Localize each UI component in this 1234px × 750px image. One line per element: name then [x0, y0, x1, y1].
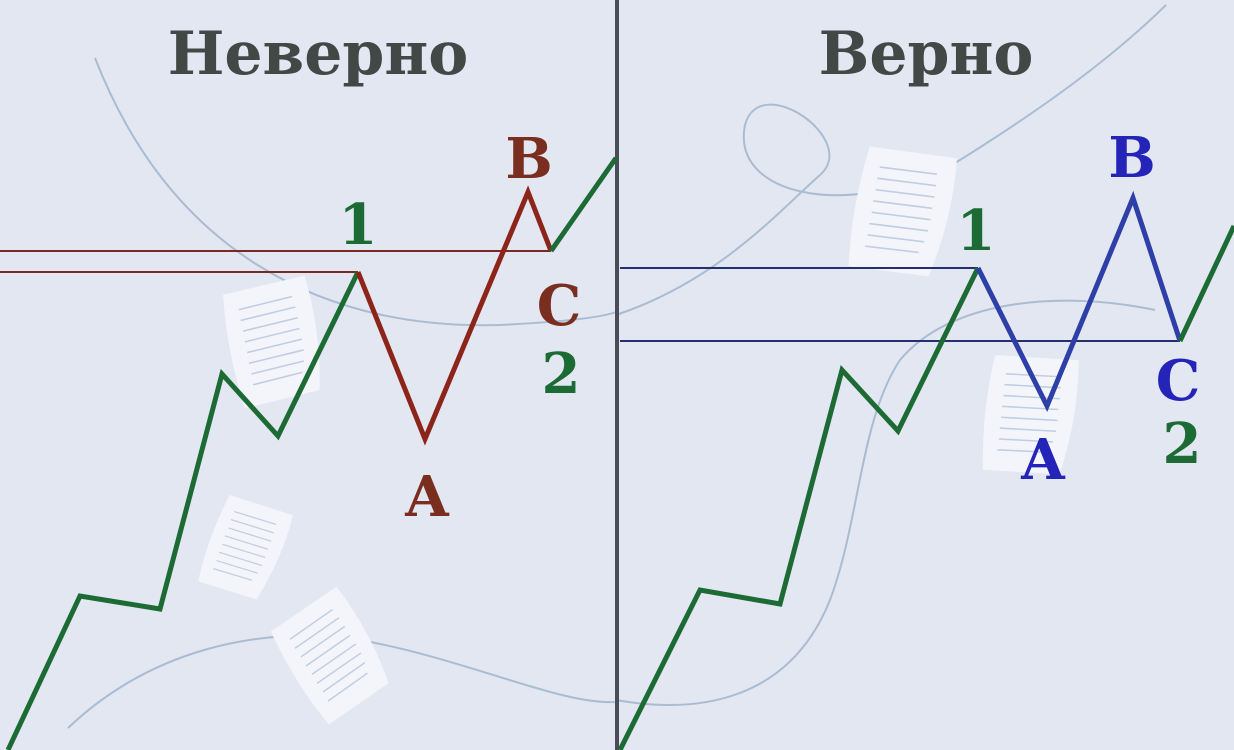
- continuation-line-right: [1177, 224, 1234, 343]
- label-wrong-wave-2: 2: [542, 341, 581, 407]
- label-right-wave-b: B: [1108, 125, 1155, 191]
- panel-wrong: Неверно 1 B C 2 A: [0, 19, 619, 750]
- correction-line-wrong: [355, 185, 554, 446]
- label-wrong-wave-1: 1: [339, 192, 378, 258]
- decor-curve-right-top: [615, 4, 1167, 316]
- label-right-wave-2: 2: [1163, 411, 1202, 477]
- label-right-wave-c: C: [1156, 348, 1201, 414]
- label-right-wave-a: A: [1020, 427, 1066, 493]
- panel-wrong-title: Неверно: [168, 19, 469, 89]
- panel-right: Верно 1 B A C 2: [617, 19, 1234, 750]
- impulse-line-right: [617, 266, 981, 750]
- panel-right-title: Верно: [819, 19, 1034, 89]
- decor-curve-right-bottom: [615, 299, 1156, 706]
- continuation-line-wrong: [548, 156, 619, 253]
- label-wrong-wave-b: B: [505, 126, 552, 192]
- correction-line-right: [975, 190, 1183, 413]
- label-wrong-wave-c: C: [537, 273, 582, 339]
- impulse-line-wrong: [5, 270, 361, 750]
- decor-curve-left-top: [94, 57, 617, 327]
- label-right-wave-1: 1: [957, 198, 996, 264]
- label-wrong-wave-a: A: [404, 464, 450, 530]
